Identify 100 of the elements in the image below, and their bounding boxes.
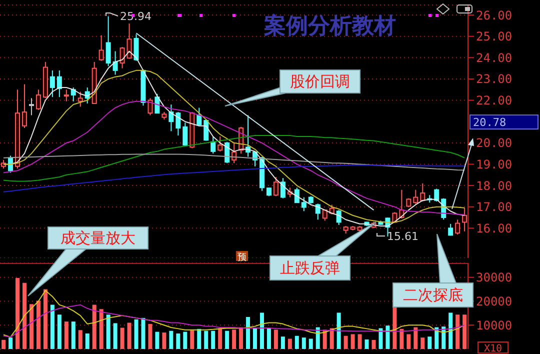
- candlestick: [134, 34, 139, 62]
- y-tick-label: 19.00: [476, 157, 512, 172]
- bar: [400, 328, 404, 349]
- candlestick: [280, 178, 286, 199]
- bar: [260, 312, 264, 349]
- annotation: 成交量放大: [60, 229, 136, 247]
- chart-title: 案例分析教材: [263, 13, 396, 39]
- bar: [197, 328, 202, 349]
- bar: [462, 314, 467, 349]
- bar: [50, 304, 54, 349]
- bar: [302, 338, 306, 349]
- bar: [448, 312, 453, 349]
- line-series: [2, 304, 466, 338]
- candlestick: [176, 111, 181, 136]
- y-tick-label: 23.00: [476, 72, 512, 86]
- bar: [92, 304, 96, 349]
- candlestick: [462, 207, 468, 232]
- bar: [78, 330, 82, 349]
- bar: [294, 336, 299, 349]
- bar: [308, 338, 313, 349]
- bar: [155, 332, 160, 349]
- candlestick: [78, 91, 83, 108]
- candlestick: [420, 182, 426, 202]
- bar: [190, 330, 194, 349]
- candlestick: [218, 136, 223, 152]
- annotation: 25.94: [120, 10, 152, 23]
- bar: [134, 319, 138, 349]
- y-tick-label: 22.00: [476, 94, 512, 108]
- candlestick: [455, 219, 460, 236]
- candlestick: [22, 84, 27, 128]
- bar: [64, 322, 68, 349]
- candlestick: [273, 176, 278, 197]
- candlestick: [56, 70, 62, 98]
- candlestick: [210, 136, 216, 154]
- bar: [43, 289, 48, 349]
- bar: [386, 326, 390, 349]
- y-tick-label: 16.00: [476, 221, 512, 236]
- bar: [36, 300, 40, 349]
- bar: [16, 278, 20, 349]
- bar: [456, 314, 460, 349]
- candlestick: [98, 34, 104, 62]
- bar: [162, 332, 166, 349]
- bar: [218, 328, 222, 349]
- bar: [169, 330, 174, 349]
- candlestick: [28, 98, 34, 116]
- candlestick: [36, 89, 41, 110]
- bar: [442, 326, 446, 349]
- candlestick: [434, 188, 440, 202]
- bar: [22, 282, 26, 349]
- y-tick-label: 20000: [476, 294, 512, 308]
- bar: [211, 330, 216, 349]
- candlestick: [168, 104, 174, 132]
- candlestick: [120, 46, 125, 69]
- annotation: 二次探底: [403, 286, 463, 304]
- bar: [106, 314, 110, 349]
- candlestick: [50, 70, 55, 98]
- bar: [2, 340, 6, 349]
- y-tick-label: 25.00: [476, 30, 512, 44]
- y-tick-label: 18.00: [476, 178, 512, 193]
- bar: [176, 333, 180, 349]
- bar: [246, 316, 250, 349]
- bar: [148, 324, 152, 349]
- candlestick: [294, 187, 300, 204]
- bar: [336, 312, 341, 349]
- bar: [204, 330, 208, 349]
- bar: [316, 327, 320, 349]
- bar: [71, 322, 76, 349]
- bar: [141, 318, 146, 349]
- bar: [406, 334, 411, 349]
- bar: [330, 328, 334, 349]
- y-tick-label: 20.00: [476, 136, 512, 150]
- bar: [288, 338, 292, 349]
- bar: [372, 340, 376, 349]
- candlestick: [413, 189, 418, 204]
- candlestick: [182, 122, 188, 146]
- candlestick: [64, 89, 69, 102]
- bar: [239, 327, 244, 349]
- bar: [428, 336, 432, 349]
- candlestick: [196, 107, 202, 126]
- bar: [57, 314, 62, 349]
- y-tick-label: 26.00: [476, 8, 512, 22]
- candlestick: [232, 142, 237, 164]
- bar: [29, 304, 34, 349]
- annotation: 15.61: [387, 230, 418, 243]
- bar: [99, 309, 104, 349]
- y-tick-label: 10000: [476, 318, 512, 332]
- bar: [85, 333, 90, 349]
- line-series: [2, 164, 466, 192]
- candlestick: [126, 23, 132, 60]
- bar: [8, 338, 13, 349]
- candlestick: [112, 50, 118, 76]
- bar: [274, 330, 278, 349]
- candlestick: [315, 203, 320, 220]
- text: X10: [484, 344, 502, 354]
- bar: [414, 327, 418, 349]
- bar: [378, 328, 383, 349]
- bar: [434, 327, 439, 349]
- candlestick: [148, 98, 153, 116]
- text: 20.78: [473, 116, 506, 129]
- bar: [113, 323, 118, 349]
